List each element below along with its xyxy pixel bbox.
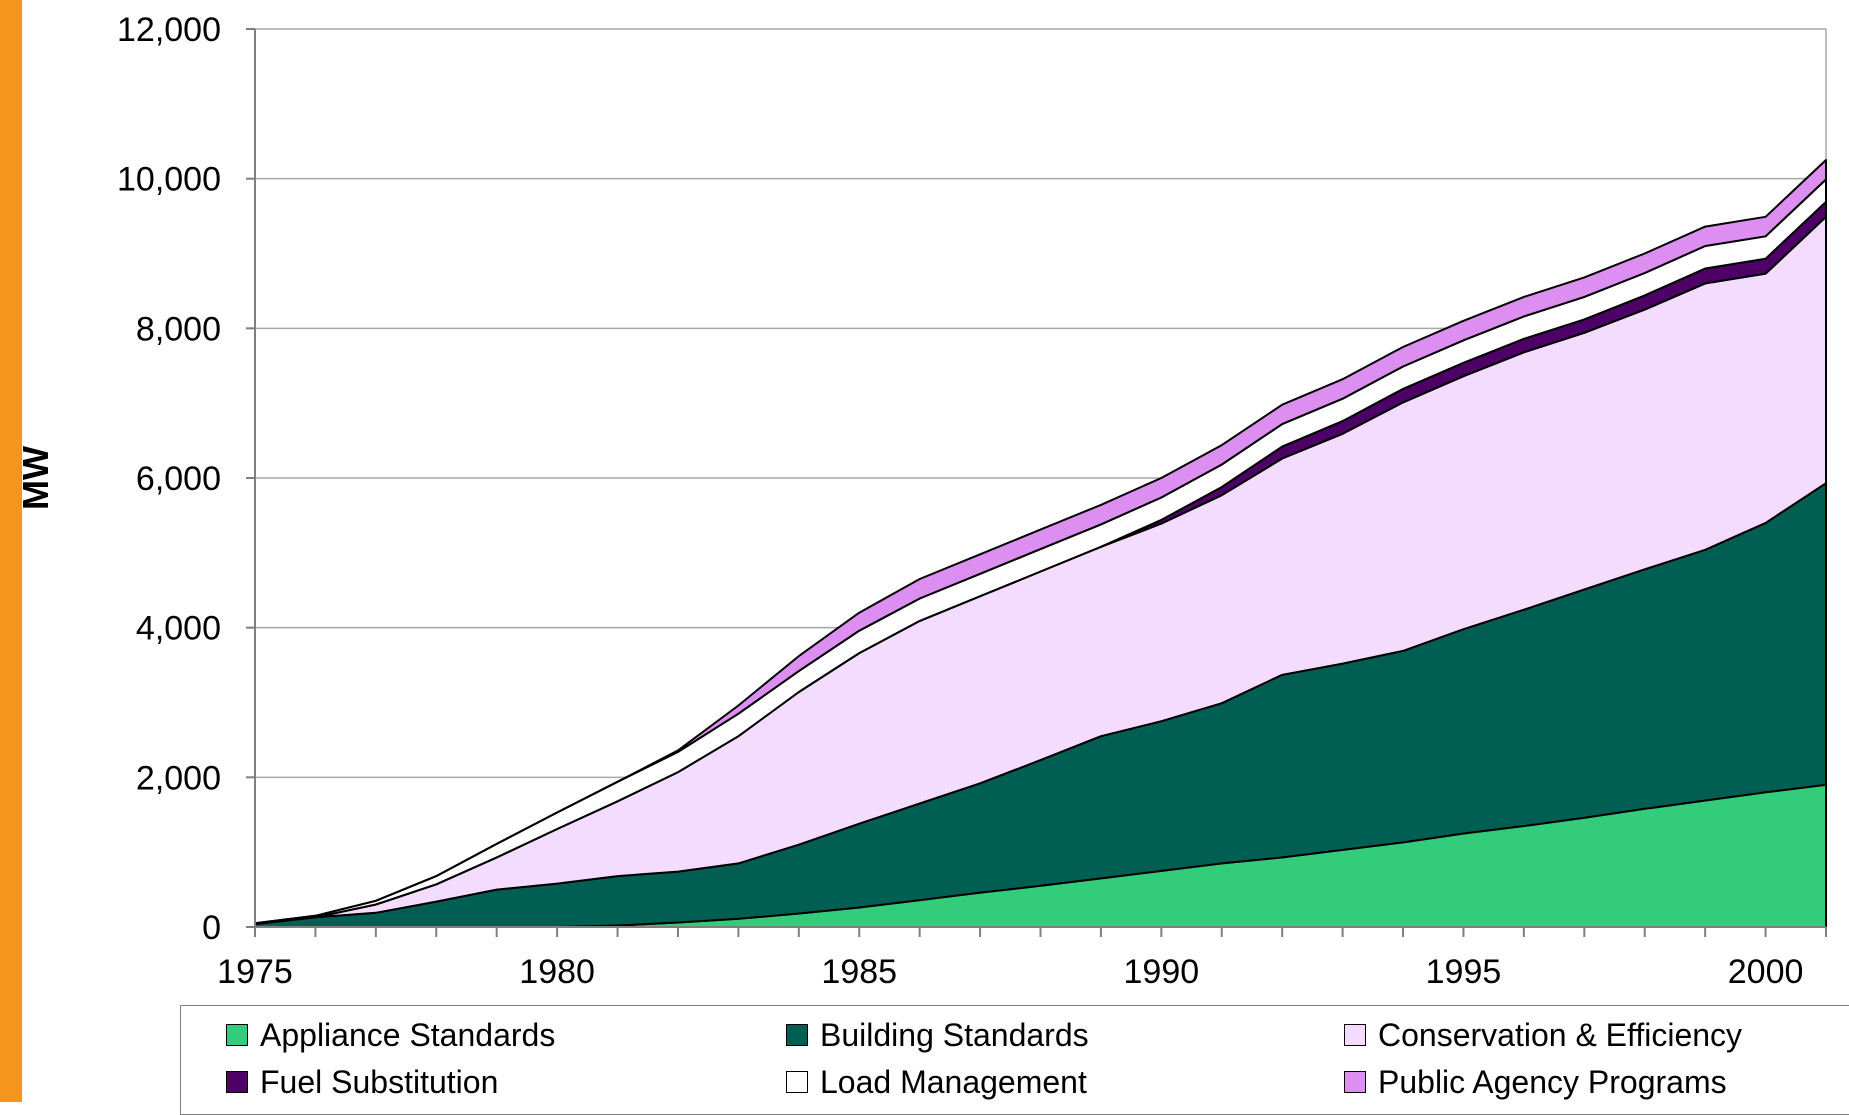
legend-label: Building Standards — [820, 1016, 1089, 1053]
legend-item-building-standards: Building Standards — [786, 1013, 1089, 1057]
legend-swatch — [786, 1071, 808, 1093]
x-tick-labels: 1975 1980 1985 1990 1995 2000 — [217, 953, 1803, 991]
orange-accent-bar — [0, 0, 22, 1102]
x-tick-label: 1995 — [1426, 953, 1502, 991]
y-tick-label: 2,000 — [136, 759, 221, 797]
legend-label: Public Agency Programs — [1378, 1063, 1727, 1100]
legend-label: Fuel Substitution — [260, 1063, 499, 1100]
legend-swatch — [1344, 1071, 1366, 1093]
x-tick-label: 2000 — [1728, 953, 1804, 991]
y-tick-label: 4,000 — [136, 610, 221, 648]
legend-item-load-management: Load Management — [786, 1060, 1087, 1104]
y-tick-labels: 0 2,000 4,000 6,000 8,000 10,000 12,000 — [117, 11, 221, 947]
x-tick-label: 1975 — [217, 953, 293, 991]
legend-label: Conservation & Efficiency — [1378, 1016, 1743, 1053]
y-tick-label: 10,000 — [117, 161, 221, 199]
legend-swatch — [786, 1024, 808, 1046]
legend-swatch — [226, 1071, 248, 1093]
x-tick-label: 1980 — [519, 953, 595, 991]
stacked-areas — [254, 159, 1827, 928]
legend-item-appliance-standards: Appliance Standards — [226, 1013, 555, 1057]
legend: Appliance Standards Building Standards Con… — [180, 1005, 1849, 1115]
legend-item-conservation-efficiency: Conservation & Efficiency — [1344, 1013, 1742, 1057]
x-tick-label: 1985 — [821, 953, 897, 991]
legend-swatch — [226, 1024, 248, 1046]
x-tick-label: 1990 — [1124, 953, 1200, 991]
y-tick-label: 12,000 — [117, 11, 221, 49]
y-tick-label: 8,000 — [136, 310, 221, 348]
legend-swatch — [1344, 1024, 1366, 1046]
axes — [246, 28, 1827, 937]
legend-item-fuel-substitution: Fuel Substitution — [226, 1060, 498, 1104]
area-public-agency-programs — [254, 159, 1827, 925]
y-tick-label: 6,000 — [136, 460, 221, 498]
y-tick-label: 0 — [202, 909, 221, 947]
legend-item-public-agency-programs: Public Agency Programs — [1344, 1060, 1727, 1104]
legend-label: Load Management — [820, 1063, 1087, 1100]
legend-label: Appliance Standards — [260, 1016, 556, 1053]
y-axis-label: MW — [15, 446, 56, 510]
